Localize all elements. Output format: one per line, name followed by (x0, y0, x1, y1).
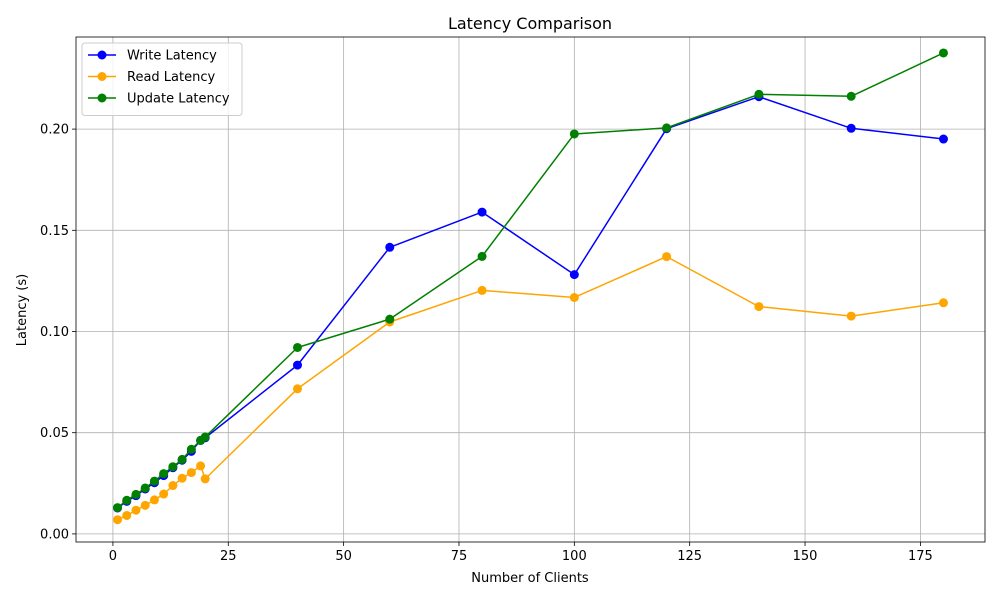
x-tick-label: 25 (220, 549, 237, 564)
legend-swatch-marker (97, 93, 107, 103)
read-latency-point (196, 461, 206, 471)
update-latency-point (754, 89, 764, 99)
update-latency-point (569, 129, 579, 139)
read-latency-point (149, 495, 159, 505)
update-latency-point (159, 469, 169, 479)
y-axis-label: Latency (s) (15, 274, 30, 346)
legend-item: Update Latency (88, 92, 230, 107)
read-latency-point (292, 384, 302, 394)
y-tick-label: 0.10 (40, 325, 69, 340)
series-write-latency (113, 92, 948, 513)
write-latency-line (117, 95, 944, 509)
read-latency-point (131, 505, 141, 515)
legend: Write Latency Read Latency Update Latency (81, 42, 243, 116)
x-tick-label: 125 (677, 549, 702, 564)
write-latency-point (292, 360, 302, 370)
update-latency-point (200, 432, 210, 442)
legend-label: Read Latency (127, 70, 215, 85)
x-tick-label: 50 (335, 549, 352, 564)
plot-frame (75, 36, 986, 543)
read-latency-point (846, 311, 856, 321)
write-latency-point (385, 242, 395, 252)
read-latency-point (159, 489, 169, 499)
update-latency-point (149, 476, 159, 486)
read-latency-point (122, 510, 132, 520)
update-latency-point (186, 444, 196, 454)
write-latency-point (846, 123, 856, 133)
update-latency-point (846, 91, 856, 101)
y-tick-label: 0.05 (40, 426, 69, 441)
read-latency-point (477, 285, 487, 295)
read-latency-point (140, 500, 150, 510)
update-latency-point (662, 123, 672, 133)
read-latency-point (662, 252, 672, 262)
update-latency-point (292, 342, 302, 352)
update-latency-point (140, 483, 150, 493)
read-latency-point (938, 298, 948, 308)
read-latency-point (113, 515, 123, 525)
write-latency-point (477, 207, 487, 217)
read-latency-line (117, 255, 944, 521)
update-latency-point (168, 462, 178, 472)
read-latency-point (168, 481, 178, 491)
legend-label: Update Latency (127, 92, 230, 107)
update-latency-point (385, 314, 395, 324)
update-latency-point (177, 454, 187, 464)
chart-title: Latency Comparison (448, 14, 612, 33)
legend-swatch-marker (97, 50, 107, 60)
legend-swatch-marker (97, 72, 107, 81)
x-tick-label: 75 (451, 549, 468, 564)
update-latency-line (117, 52, 944, 509)
update-latency-point (122, 495, 132, 505)
legend-label: Write Latency (127, 49, 217, 64)
legend-item: Write Latency (88, 49, 217, 64)
legend-item: Read Latency (88, 70, 215, 85)
update-latency-point (131, 489, 141, 499)
series-layer (113, 48, 948, 525)
series-read-latency (113, 252, 948, 525)
write-latency-point (938, 134, 948, 144)
y-tick-label: 0.20 (40, 123, 69, 138)
update-latency-point (938, 48, 948, 58)
y-tick-label: 0.00 (40, 527, 69, 542)
series-update-latency (113, 48, 948, 513)
read-latency-point (200, 474, 210, 484)
read-latency-point (754, 302, 764, 312)
y-axis-ticks: 0.00 0.05 0.10 0.15 0.20 (40, 123, 76, 542)
x-axis-label: Number of Clients (471, 571, 589, 586)
x-axis-ticks: 0 25 50 75 100 125 150 175 (109, 542, 933, 564)
legend-box (81, 42, 243, 116)
read-latency-point (186, 468, 196, 478)
x-tick-label: 0 (109, 549, 117, 564)
write-latency-point (569, 270, 579, 280)
x-tick-label: 100 (562, 549, 587, 564)
y-tick-label: 0.15 (40, 224, 69, 239)
read-latency-point (177, 473, 187, 483)
x-tick-label: 175 (908, 549, 933, 564)
update-latency-point (113, 503, 123, 513)
update-latency-point (477, 251, 487, 261)
x-tick-label: 150 (793, 549, 818, 564)
read-latency-point (569, 292, 579, 302)
